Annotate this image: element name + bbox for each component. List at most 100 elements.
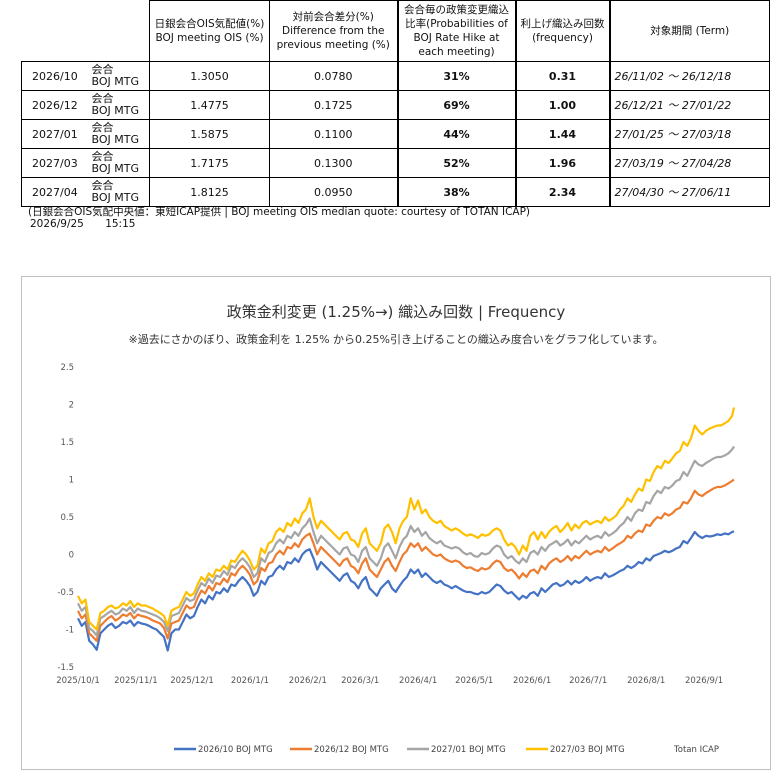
term-from: 27/03/19 [614, 157, 664, 170]
x-tick-label: 2026/1/1 [231, 676, 269, 686]
row-prob: 44% [396, 119, 516, 149]
term-from: 26/11/02 [614, 70, 664, 83]
chart-subtitle: ※過去にさかのぼり、政策金利を 1.25% から0.25%引き上げることの織込み… [128, 333, 664, 346]
legend-label: 2027/03 BOJ MTG [550, 745, 625, 755]
table-row: 2026/10 会合 BOJ MTG 1.3050 0.0780 31% 0.31… [21, 61, 770, 91]
chart-source: Totan ICAP [673, 745, 719, 755]
term-to: 27/01/22 [681, 99, 732, 112]
y-tick-label: 2.5 [60, 363, 74, 373]
header-diff: 対前会合差分(%) Difference from the previous m… [269, 0, 398, 62]
timestamp-date: 2026/9/25 [30, 218, 84, 230]
mtg-label-top: 会合 [91, 150, 114, 163]
table-header-row: 日銀会合OIS気配値(%) BOJ meeting OIS (%) 対前会合差分… [21, 0, 770, 62]
y-tick-label: 0 [69, 551, 74, 561]
term-sep: ～ [667, 157, 679, 170]
row-term: 27/04/30 ～ 27/06/11 [609, 177, 770, 207]
chart-title: 政策金利変更 (1.25%→) 織込み回数 | Frequency [226, 303, 566, 321]
series-line [77, 445, 735, 637]
row-ois: 1.7175 [149, 148, 270, 178]
mtg-label-bottom: BOJ MTG [91, 191, 140, 204]
series-line [77, 407, 736, 631]
ois-table: 日銀会合OIS気配値(%) BOJ meeting OIS (%) 対前会合差分… [21, 0, 770, 207]
mtg-label-bottom: BOJ MTG [91, 133, 140, 146]
table-row: 2027/03 会合 BOJ MTG 1.7175 0.1300 52% 1.96… [21, 148, 770, 178]
mtg-label-bottom: BOJ MTG [91, 75, 140, 88]
series-line [77, 530, 735, 652]
row-ois: 1.4775 [149, 90, 270, 120]
x-tick-label: 2026/4/1 [399, 676, 437, 686]
y-tick-label: -1.5 [57, 663, 74, 673]
row-mtg-label: 会合 BOJ MTG [91, 177, 150, 207]
table-row: 2026/12 会合 BOJ MTG 1.4775 0.1725 69% 1.00… [21, 90, 770, 120]
row-term: 26/12/21 ～ 27/01/22 [609, 90, 770, 120]
x-tick-label: 2026/7/1 [569, 676, 607, 686]
chart-plot: -1.5 -1 -0.5 0 0.5 1 1.5 2 2.5 2025/10/1 2025/11/1… [56, 363, 736, 755]
term-sep: ～ [667, 128, 679, 141]
mtg-label-top: 会合 [91, 63, 114, 76]
x-tick-label: 2026/5/1 [455, 676, 493, 686]
y-tick-label: 0.5 [60, 513, 74, 523]
term-to: 27/06/11 [681, 186, 732, 199]
table-row: 2027/04 会合 BOJ MTG 1.8125 0.0950 38% 2.34… [21, 177, 770, 207]
x-tick-label: 2025/11/1 [114, 676, 158, 686]
frequency-chart: 政策金利変更 (1.25%→) 織込み回数 | Frequency ※過去にさか… [21, 276, 771, 770]
table-row: 2027/01 会合 BOJ MTG 1.5875 0.1100 44% 1.44… [21, 119, 770, 149]
x-tick-label: 2025/10/1 [56, 676, 100, 686]
row-diff: 0.0950 [269, 177, 398, 207]
row-ois: 1.3050 [149, 61, 270, 91]
row-diff: 0.1100 [269, 119, 398, 149]
term-from: 26/12/21 [614, 99, 664, 112]
header-freq: 利上げ織込み回数 (frequency) [514, 0, 611, 62]
term-to: 27/04/28 [681, 157, 732, 170]
x-tick-label: 2026/9/1 [685, 676, 723, 686]
series-line [77, 478, 735, 642]
row-prob: 69% [396, 90, 516, 120]
row-ois: 1.5875 [149, 119, 270, 149]
x-tick-label: 2026/8/1 [627, 676, 665, 686]
row-freq: 1.96 [514, 148, 611, 178]
row-diff: 0.1300 [269, 148, 398, 178]
y-tick-label: 1.5 [60, 438, 74, 448]
term-from: 27/04/30 [614, 186, 664, 199]
header-ois: 日銀会合OIS気配値(%) BOJ meeting OIS (%) [149, 0, 270, 62]
mtg-label-top: 会合 [91, 179, 114, 192]
legend-label: 2026/10 BOJ MTG [198, 745, 273, 755]
term-sep: ～ [667, 99, 679, 112]
mtg-label-top: 会合 [91, 121, 114, 134]
header-prob: 会合毎の政策変更織込 比率(Probabilities of BOJ Rate … [396, 0, 516, 62]
header-blank [21, 0, 150, 62]
x-tick-label: 2026/3/1 [341, 676, 379, 686]
x-tick-label: 2025/12/1 [170, 676, 214, 686]
y-tick-label: -1 [66, 626, 74, 636]
term-to: 26/12/18 [681, 70, 732, 83]
mtg-label-top: 会合 [91, 92, 114, 105]
row-prob: 31% [396, 61, 516, 91]
row-mtg-label: 会合 BOJ MTG [91, 61, 150, 91]
term-sep: ～ [667, 70, 679, 83]
term-from: 27/01/25 [614, 128, 664, 141]
row-term: 27/03/19 ～ 27/04/28 [609, 148, 770, 178]
row-diff: 0.1725 [269, 90, 398, 120]
row-freq: 2.34 [514, 177, 611, 207]
y-tick-label: 2 [69, 401, 74, 411]
row-ois: 1.8125 [149, 177, 270, 207]
row-mtg-label: 会合 BOJ MTG [91, 119, 150, 149]
timestamp-time: 15:15 [105, 218, 136, 230]
mtg-label-bottom: BOJ MTG [91, 104, 140, 117]
row-date: 2026/12 [21, 90, 92, 120]
header-term: 対象期間 (Term) [609, 0, 770, 62]
row-freq: 0.31 [514, 61, 611, 91]
row-diff: 0.0780 [269, 61, 398, 91]
row-term: 26/11/02 ～ 26/12/18 [609, 61, 770, 91]
row-prob: 38% [396, 177, 516, 207]
row-mtg-label: 会合 BOJ MTG [91, 90, 150, 120]
row-freq: 1.00 [514, 90, 611, 120]
legend-label: 2026/12 BOJ MTG [314, 745, 389, 755]
timestamp: 2026/9/25 15:15 [30, 218, 135, 230]
legend-label: 2027/01 BOJ MTG [431, 745, 506, 755]
x-tick-label: 2026/6/1 [513, 676, 551, 686]
row-prob: 52% [396, 148, 516, 178]
row-mtg-label: 会合 BOJ MTG [91, 148, 150, 178]
row-date: 2027/04 [21, 177, 92, 207]
row-term: 27/01/25 ～ 27/03/18 [609, 119, 770, 149]
